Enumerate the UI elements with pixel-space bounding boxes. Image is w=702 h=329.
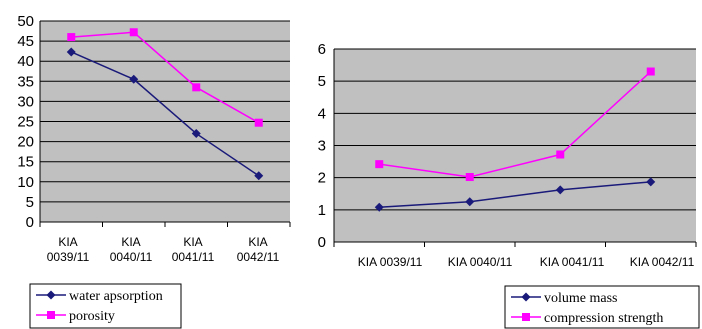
- y-tick-label: 1: [318, 202, 326, 219]
- data-point-diamond: [254, 171, 264, 181]
- data-point-square: [254, 118, 263, 127]
- x-tick-label: KIA 0041/11: [172, 235, 215, 264]
- data-point-square: [129, 28, 138, 37]
- legend-square-marker: [47, 311, 55, 319]
- legend-box: [29, 283, 182, 329]
- data-point-square: [465, 173, 474, 182]
- y-tick-label: 40: [17, 53, 34, 70]
- data-point-diamond: [66, 47, 76, 57]
- y-tick-label: 5: [318, 73, 326, 90]
- y-tick-label: 2: [318, 170, 326, 187]
- data-point-diamond: [646, 177, 656, 187]
- series-line-porosity: [71, 31, 260, 124]
- y-tick-label: 0: [26, 214, 34, 231]
- y-tick-label: 0: [318, 234, 326, 251]
- series-line-water-apsorption: [70, 51, 260, 177]
- data-point-diamond: [374, 202, 384, 212]
- legend-diamond-marker: [521, 292, 531, 302]
- legend-diamond-marker: [46, 290, 56, 300]
- y-tick-label: 4: [318, 105, 326, 122]
- x-tick-label: KIA 0039/11: [47, 235, 90, 264]
- y-tick-label: 10: [17, 174, 34, 191]
- y-tick-label: 20: [17, 134, 34, 151]
- y-tick-label: 50: [17, 13, 34, 30]
- series-line-compression-strength: [379, 70, 652, 178]
- y-tick-label: 45: [17, 33, 34, 50]
- data-point-square: [67, 33, 76, 42]
- legend-label: water apsorption: [69, 289, 163, 304]
- legend-label: porosity: [69, 309, 115, 324]
- legend-square-marker: [522, 313, 530, 321]
- data-point-diamond: [555, 185, 565, 195]
- legend-label: volume mass: [544, 291, 618, 306]
- data-point-diamond: [129, 74, 139, 84]
- x-tick-label: KIA 0039/11: [358, 255, 423, 269]
- x-tick-label: KIA 0040/11: [110, 235, 153, 264]
- data-point-diamond: [191, 129, 201, 139]
- y-tick-label: 25: [17, 114, 34, 131]
- data-point-square: [556, 150, 565, 159]
- data-point-square: [646, 67, 655, 76]
- x-tick-label: KIA 0042/11: [630, 255, 695, 269]
- y-tick-label: 6: [318, 41, 326, 58]
- legend-label: compression strength: [544, 311, 663, 326]
- legend: volume mass compression strength: [504, 285, 700, 329]
- data-point-square: [192, 83, 201, 92]
- y-tick-label: 5: [26, 194, 34, 211]
- chart-right: 0 1 2 3 4 5 6 KIA 0039/11 KIA 0040/11 KIA 0041/11…: [318, 41, 700, 329]
- legend-box: [504, 285, 700, 329]
- y-tick-label: 15: [17, 154, 34, 171]
- series-line-volume-mass: [379, 181, 651, 209]
- x-tick-label: KIA 0042/11: [237, 235, 280, 264]
- data-point-square: [375, 160, 384, 169]
- y-tick-label: 35: [17, 73, 34, 90]
- x-tick-label: KIA 0041/11: [540, 255, 605, 269]
- data-point-diamond: [465, 197, 475, 207]
- y-tick-label: 30: [17, 93, 34, 110]
- x-tick-label: KIA 0040/11: [448, 255, 513, 269]
- y-tick-label: 3: [318, 138, 326, 155]
- chart-left: 0 5 10 15 20 25 30 35 40 45 50 KIA 0039/11 KIA 0040/11…: [17, 13, 291, 329]
- legend: water apsorption porosity: [29, 283, 182, 329]
